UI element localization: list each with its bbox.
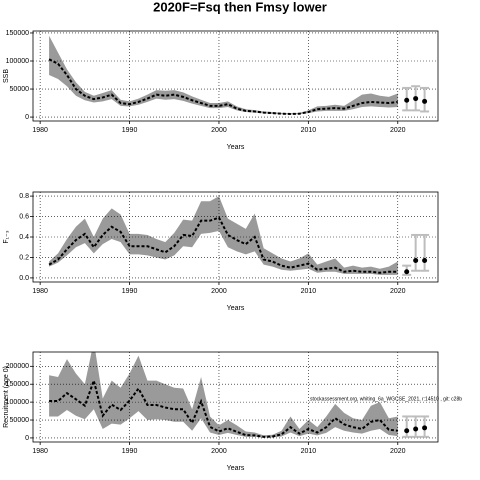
forecast-point xyxy=(413,96,419,102)
x-tick-label: 1980 xyxy=(32,127,48,134)
y-axis-label: Recruitment (age 0) xyxy=(3,366,10,428)
y-tick-label: 0.2 xyxy=(19,254,29,261)
x-tick-label: 2000 xyxy=(211,448,227,455)
x-axis-label: Years xyxy=(227,305,245,312)
x-tick-label: 2010 xyxy=(301,288,317,295)
confidence-band xyxy=(49,35,398,115)
y-tick-label: 0.4 xyxy=(19,234,29,241)
estimate-line xyxy=(48,216,398,274)
x-tick-label: 2020 xyxy=(390,288,406,295)
x-tick-label: 1990 xyxy=(122,127,138,134)
annotation: stockassessment.org, whiting_6a_WGCSE_20… xyxy=(310,396,462,402)
x-tick-label: 2010 xyxy=(301,127,317,134)
panel: 1980 1990 2000 2010 2020 0 50000 100000 150000 Ye… xyxy=(3,30,439,151)
confidence-band xyxy=(49,196,398,275)
estimate-line xyxy=(49,377,398,438)
x-tick-label: 2000 xyxy=(211,288,227,295)
y-axis-label: F₁₋₃ xyxy=(3,230,10,243)
y-tick-label: 100000 xyxy=(6,58,29,65)
x-axis-label: Years xyxy=(227,465,245,472)
plot-frame xyxy=(32,351,439,443)
x-tick-label: 2000 xyxy=(211,127,227,134)
forecast-point xyxy=(413,258,419,264)
forecast-point xyxy=(404,428,410,434)
plot-area xyxy=(33,352,438,442)
forecast-point xyxy=(404,269,410,275)
x-axis-label: Years xyxy=(227,144,245,151)
forecast-point xyxy=(422,425,428,431)
y-tick-label: 0.6 xyxy=(19,213,29,220)
y-tick-label: 0 xyxy=(25,114,29,121)
y-tick-label: 200000 xyxy=(6,363,29,370)
x-tick-label: 1980 xyxy=(32,288,48,295)
forecast-point xyxy=(413,426,419,432)
estimate-line xyxy=(48,58,398,115)
confidence-band xyxy=(49,352,398,438)
y-tick-label: 150000 xyxy=(6,381,29,388)
x-tick-label: 1990 xyxy=(122,448,138,455)
x-tick-label: 1980 xyxy=(32,448,48,455)
forecast-point xyxy=(422,258,428,264)
x-tick-label: 2020 xyxy=(390,448,406,455)
y-tick-label: 0.0 xyxy=(19,275,29,282)
x-tick-label: 2020 xyxy=(390,127,406,134)
y-tick-label: 50000 xyxy=(10,86,30,93)
plot-frame xyxy=(32,30,439,122)
plot-area xyxy=(33,192,438,282)
x-tick-label: 2010 xyxy=(301,448,317,455)
forecast-point xyxy=(422,98,428,104)
figure-title: 2020F=Fsq then Fmsy lower xyxy=(153,0,327,14)
plot-area xyxy=(33,31,438,121)
y-axis-label: SSB xyxy=(3,69,10,83)
y-tick-label: 150000 xyxy=(6,30,29,37)
panel: 1980 1990 2000 2010 2020 0.0 0.2 0.4 0.6 0.8 Years… xyxy=(3,191,439,312)
y-tick-label: 0 xyxy=(25,435,29,442)
forecast-point xyxy=(404,97,410,103)
x-tick-label: 1990 xyxy=(122,288,138,295)
panel: 1980 1990 2000 2010 2020 0 50000 100000 150000 20… xyxy=(3,351,462,472)
y-tick-label: 100000 xyxy=(6,399,29,406)
y-tick-label: 50000 xyxy=(10,417,30,424)
y-tick-label: 0.8 xyxy=(19,193,29,200)
